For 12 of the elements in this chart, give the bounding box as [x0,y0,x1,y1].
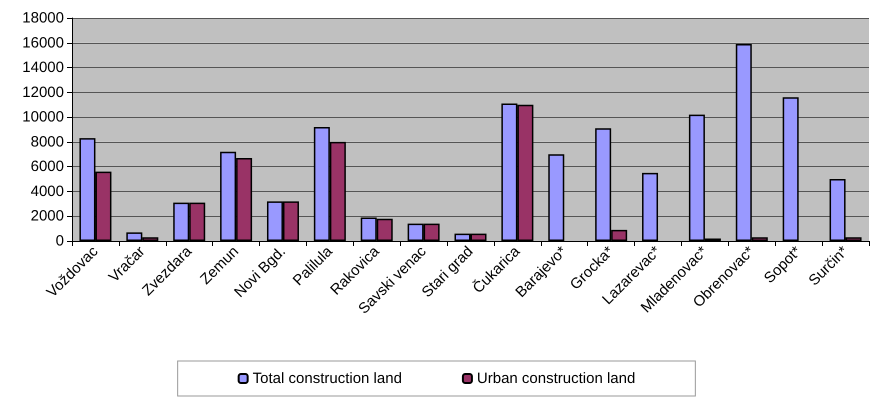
legend-label: Urban construction land [476,370,636,387]
y-tick-label: 0 [56,232,64,250]
y-tick-label: 4000 [30,182,64,200]
y-tick-label: 2000 [30,208,64,225]
y-tick-label: 16000 [22,34,64,52]
y-tick-label: 6000 [30,158,64,176]
y-tick-label: 18000 [22,10,64,26]
y-tick-label: 12000 [22,84,64,101]
y-tick-label: 8000 [30,133,64,150]
y-tick-label: 14000 [22,59,64,76]
y-tick-label: 10000 [22,108,64,126]
legend-label: Total construction land [252,370,402,387]
